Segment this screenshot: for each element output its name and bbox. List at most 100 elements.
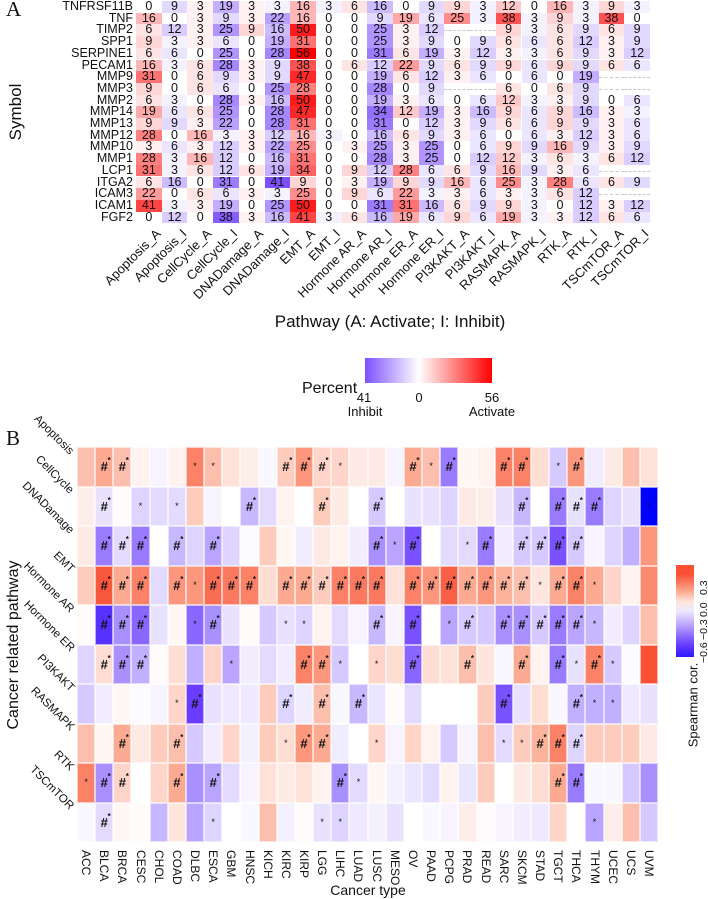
significance-mark-hash-star: # * <box>173 535 184 554</box>
significance-mark-hash-star: # * <box>318 574 329 593</box>
heatmap-cell: 3 <box>521 175 548 189</box>
heatmap-cell: # * <box>549 526 568 566</box>
heatmap-cell: 3 <box>598 35 625 48</box>
heatmap-cell: 3 <box>238 70 265 83</box>
heatmap-cell: 9 <box>418 129 445 142</box>
heatmap-cell: 31 <box>136 164 162 177</box>
heatmap-cell: 3 <box>161 152 188 165</box>
heatmap-cell: 19 <box>495 211 522 224</box>
significance-mark-star: * <box>465 540 470 551</box>
heatmap-cell <box>422 763 441 803</box>
heatmap-cell: 3 <box>238 140 265 154</box>
significance-mark-hash-star: # * <box>518 653 529 672</box>
heatmap-cell: 3 <box>238 12 265 25</box>
heatmap-cell: 0 <box>393 117 419 130</box>
column-label-cancer-type: PCPG <box>442 850 457 885</box>
heatmap-cell: 3 <box>547 211 573 224</box>
legend-max-label: 56 <box>484 390 500 405</box>
heatmap-cell <box>240 644 259 684</box>
heatmap-cell: 25 <box>367 140 393 154</box>
heatmap-cell: # * <box>167 723 186 763</box>
heatmap-cell <box>240 802 259 842</box>
heatmap-cell: # * <box>313 684 332 724</box>
heatmap-cell: 3 <box>547 129 573 142</box>
heatmap-cell: 0 <box>444 35 471 48</box>
legend-max-caption: Activate <box>468 404 516 419</box>
heatmap-cell <box>276 802 295 842</box>
heatmap-cell <box>240 447 259 487</box>
heatmap-cell <box>385 565 404 605</box>
heatmap-cell: 9 <box>238 23 265 37</box>
heatmap-cell: 0 <box>315 35 342 48</box>
heatmap-cell <box>222 447 241 487</box>
heatmap-cell <box>639 605 659 645</box>
heatmap-cell: 9 <box>470 117 496 130</box>
heatmap-cell <box>422 605 441 645</box>
row-label-symbol: MMP12 <box>89 127 133 142</box>
column-label-cancer-type: UCS <box>623 850 638 876</box>
heatmap-cell: 12 <box>161 211 188 224</box>
heatmap-cell: 6 <box>187 82 214 95</box>
heatmap-cell: 6 <box>136 175 162 189</box>
heatmap-cell <box>349 486 368 526</box>
heatmap-cell: 19 <box>367 94 393 107</box>
heatmap-cell <box>385 723 404 763</box>
heatmap-cell: # * <box>276 684 295 724</box>
heatmap-cell <box>77 723 96 763</box>
heatmap-cell: # * <box>531 526 550 566</box>
heatmap-cell: # * <box>167 565 186 605</box>
heatmap-cell: 0 <box>315 152 342 165</box>
row-label-symbol: TNFRSF11B <box>62 0 133 13</box>
heatmap-cell <box>621 763 640 803</box>
heatmap-cell: 3 <box>341 175 368 189</box>
significance-mark-hash-star: # * <box>318 653 329 672</box>
significance-mark-star: * <box>610 658 615 669</box>
heatmap-cell: 3 <box>238 187 265 200</box>
heatmap-cell <box>113 684 132 724</box>
heatmap-cell <box>603 526 622 566</box>
heatmap-cell: 9 <box>547 105 573 118</box>
heatmap-cell: 25 <box>264 199 291 212</box>
heatmap-cell: 0 <box>341 35 368 48</box>
heatmap-cell: 6 <box>521 58 548 72</box>
significance-mark-hash-star: # * <box>409 535 420 554</box>
heatmap-cell <box>403 802 423 842</box>
heatmap-cell <box>149 763 168 803</box>
heatmap-cell: 3 <box>187 140 214 154</box>
heatmap-cell <box>185 486 205 526</box>
panel-b-xlabel: Cancer type <box>330 882 406 898</box>
heatmap-cell <box>222 763 241 803</box>
heatmap-cell: 9 <box>598 0 625 13</box>
heatmap-cell: # * <box>294 723 314 763</box>
significance-mark-hash-star: # * <box>518 456 529 475</box>
heatmap-cell: 0 <box>315 199 342 212</box>
heatmap-cell <box>476 644 495 684</box>
heatmap-cell: 19 <box>264 164 291 177</box>
heatmap-cell: # * <box>95 486 114 526</box>
heatmap-cell <box>639 644 659 684</box>
heatmap-cell: 9 <box>470 164 496 177</box>
heatmap-cell: 6 <box>598 152 625 165</box>
heatmap-cell <box>240 723 259 763</box>
heatmap-cell: 6 <box>187 187 214 200</box>
heatmap-cell: 16 <box>572 105 599 118</box>
heatmap-cell: 6 <box>393 47 419 60</box>
heatmap-cell: 3 <box>444 105 471 118</box>
heatmap-cell: 6 <box>213 82 239 95</box>
heatmap-cell: 3 <box>624 0 650 13</box>
heatmap-cell <box>167 447 186 487</box>
row-label-symbol: TNF <box>108 10 133 25</box>
heatmap-cell <box>603 763 622 803</box>
significance-mark-hash-star: # * <box>572 535 583 554</box>
colorbar-tick-label: 0.3 <box>698 580 708 595</box>
heatmap-cell: 3 <box>341 140 368 154</box>
heatmap-cell <box>603 486 622 526</box>
row-label-symbol: MMP13 <box>89 116 133 130</box>
heatmap-cell: * <box>185 605 205 645</box>
heatmap-cell: 22 <box>136 187 162 200</box>
significance-mark-star: * <box>284 619 288 630</box>
significance-mark-star: * <box>556 461 560 472</box>
heatmap-cell <box>258 526 277 566</box>
heatmap-cell <box>77 447 96 487</box>
heatmap-cell: 25 <box>367 23 393 37</box>
